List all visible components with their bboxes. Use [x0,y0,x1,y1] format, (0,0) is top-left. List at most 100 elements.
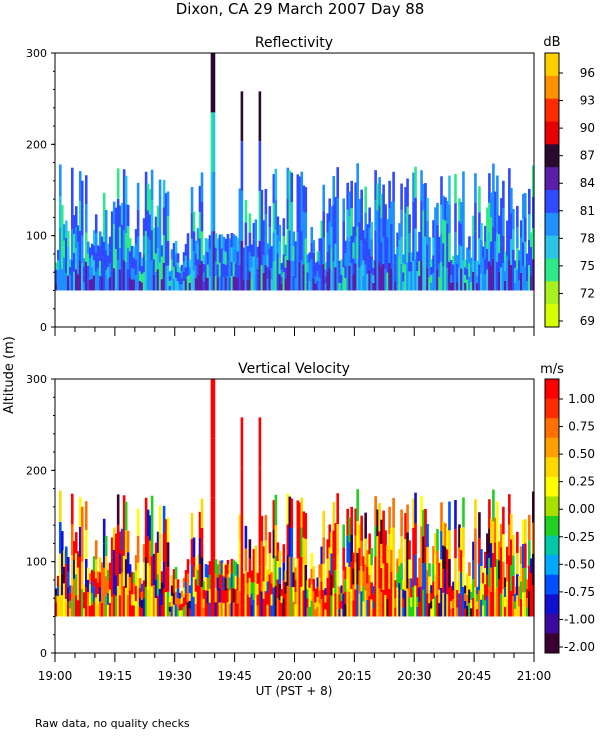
reflectivity-data-cell [66,245,70,261]
reflectivity-data-cell [382,184,385,212]
velocity-data-cell [182,578,186,588]
velocity-data-cell [468,602,471,617]
reflectivity-data-cell [408,214,411,234]
reflectivity-data-cell [55,269,58,277]
velocity-data-cell [156,552,160,575]
reflectivity-data-cell [316,251,320,262]
velocity-data-cell [162,505,166,534]
reflectivity-data-cell [378,177,381,206]
velocity-data-cell [468,562,471,576]
velocity-data-cell [354,562,357,590]
reflectivity-data-cell [228,264,232,278]
velocity-data-cell [358,570,361,594]
reflectivity-data-cell [284,256,288,268]
reflectivity-data-cell [78,171,82,201]
velocity-data-cell [120,572,124,595]
reflectivity-data-cell [524,217,527,242]
velocity-data-cell [456,607,459,617]
reflectivity-data-cell [344,265,347,279]
velocity-data-cell [516,574,519,596]
reflectivity-data-cell [372,260,375,268]
reflectivity-data-cell [174,240,178,254]
velocity-data-cell [322,590,326,617]
velocity-data-cell [258,516,262,567]
velocity-data-cell [186,587,190,603]
reflectivity-data-cell [510,213,513,240]
velocity-data-cell [268,553,272,575]
reflectivity-data-cell [146,263,150,291]
reflectivity-data-cell [276,216,280,236]
reflectivity-data-cell [358,198,361,222]
velocity-data-cell [188,600,192,609]
reflectivity-data-cell [188,282,192,291]
velocity-data-cell [140,583,144,592]
velocity-data-cell [102,567,106,593]
velocity-colorbar-swatch [545,418,559,439]
reflectivity-data-cell [90,278,94,291]
reflectivity-data-cell [238,239,242,265]
reflectivity-data-cell [326,251,330,272]
reflectivity-data-cell [392,231,395,261]
velocity-data-cell [526,579,529,589]
reflectivity-data-cell [388,263,391,291]
reflectivity-data-cell [410,280,413,291]
reflectivity-data-cell [504,270,507,281]
velocity-data-cell [410,597,413,607]
reflectivity-data-cell [526,271,529,282]
velocity-data-cell [60,573,64,596]
velocity-data-cell [498,597,501,617]
reflectivity-data-cell [242,258,246,270]
reflectivity-data-cell [330,248,334,270]
velocity-data-cell [380,543,383,569]
reflectivity-data-cell [460,246,463,269]
velocity-data-cell [276,561,280,580]
reflectivity-data-cell [150,169,154,200]
reflectivity-data-cell [76,257,80,275]
velocity-data-cell [332,501,336,531]
velocity-data-cell [532,553,535,586]
reflectivity-data-cell [274,229,278,261]
velocity-data-cell [510,513,513,540]
velocity-data-cell [260,515,264,542]
velocity-data-cell [70,524,74,556]
reflectivity-data-cell [116,229,120,260]
reflectivity-data-cell [76,274,80,291]
reflectivity-data-cell [57,260,60,271]
velocity-data-cell [424,589,427,617]
reflectivity-data-cell [446,200,449,224]
reflectivity-data-cell [124,233,128,262]
reflectivity-colorbar-frame [544,52,560,328]
reflectivity-data-cell [268,248,272,270]
velocity-data-cell [410,606,413,617]
velocity-data-cell [70,585,74,617]
velocity-data-cell [180,603,184,611]
velocity-data-cell [146,509,150,537]
reflectivity-data-cell [360,189,363,215]
velocity-data-cell [506,546,509,565]
velocity-data-cell [158,533,162,562]
velocity-data-cell [198,564,202,591]
reflectivity-data-cell [258,91,262,142]
velocity-data-cell [412,586,415,617]
reflectivity-data-cell [444,220,447,244]
x-axis-tick-labels: 19:00 19:15 19:30 19:45 20:00 20:15 20:30 20:45… [38,669,552,683]
velocity-data-cell [330,532,334,554]
reflectivity-data-cell [466,268,469,280]
velocity-data-cell [456,581,459,591]
reflectivity-data-cell [204,251,208,265]
velocity-data-cell [242,605,246,617]
reflectivity-data-cell [320,220,324,239]
velocity-data-cell [306,589,310,599]
reflectivity-data-cell [410,261,413,272]
velocity-data-cell [524,519,527,544]
velocity-data-cell [406,504,409,533]
reflectivity-data-cell [116,259,120,291]
velocity-colorbar-swatch [545,516,559,536]
reflectivity-data-cell [324,276,328,284]
velocity-data-cell [296,587,300,617]
reflectivity-data-cell [98,246,102,261]
velocity-data-cell [148,591,152,617]
velocity-data-cell [328,593,332,617]
velocity-data-cell [492,584,495,617]
velocity-data-cell [384,551,387,574]
